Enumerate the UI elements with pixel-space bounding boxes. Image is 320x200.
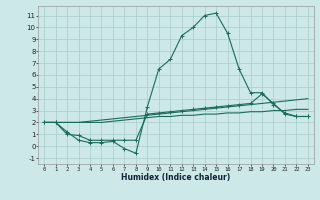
X-axis label: Humidex (Indice chaleur): Humidex (Indice chaleur)	[121, 173, 231, 182]
